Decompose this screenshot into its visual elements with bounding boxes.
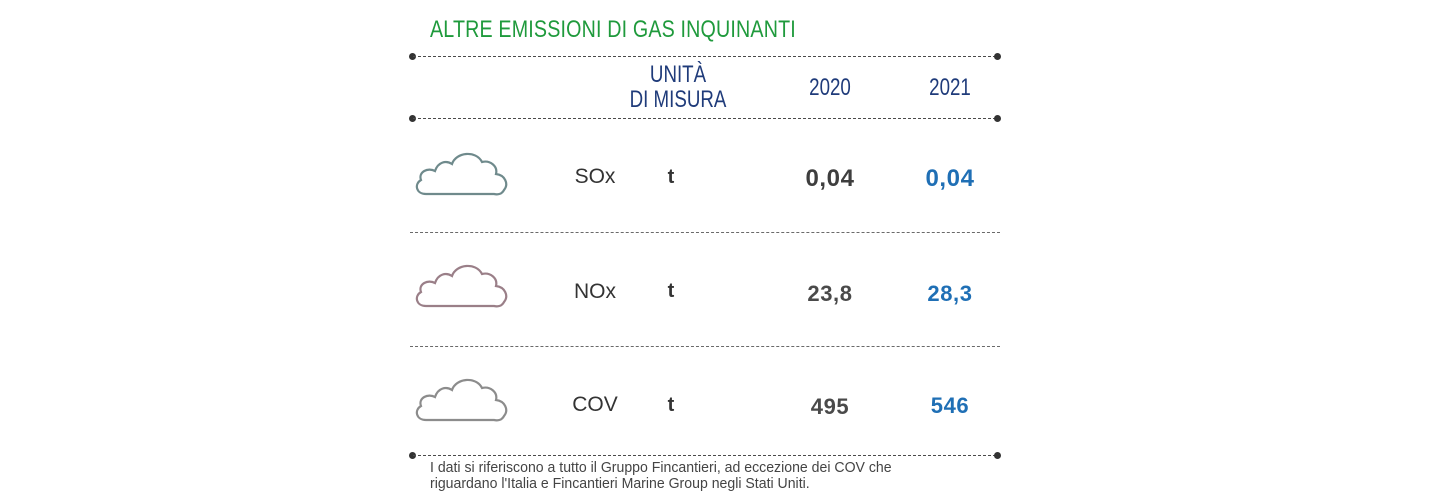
row-unit: t — [667, 394, 675, 416]
row-gas-label: SOx — [574, 165, 616, 188]
row-unit: t — [667, 280, 675, 302]
header-bottom-rule — [413, 118, 996, 119]
row-divider — [410, 232, 1000, 233]
rule-dot — [409, 115, 416, 122]
rule-dot — [409, 452, 416, 459]
column-header-2021: 2021 — [929, 74, 971, 101]
cloud-icon — [415, 378, 508, 422]
row-unit: t — [667, 166, 675, 188]
rule-dot — [994, 115, 1001, 122]
header-top-rule — [413, 56, 996, 57]
footnote: I dati si riferiscono a tutto il Gruppo … — [430, 459, 892, 492]
rule-dot — [994, 452, 1001, 459]
row-value-2021: 0,04 — [925, 165, 975, 192]
row-value-2020: 23,8 — [807, 281, 853, 306]
rule-dot — [409, 53, 416, 60]
column-header-2020: 2020 — [809, 74, 851, 101]
table-title: ALTRE EMISSIONI DI GAS INQUINANTI — [430, 16, 796, 43]
table-bottom-rule — [413, 455, 996, 456]
row-value-2020: 0,04 — [805, 165, 855, 192]
rule-dot — [994, 53, 1001, 60]
column-header-unit-line2: DI MISURA — [629, 86, 727, 113]
row-divider — [410, 346, 1000, 347]
column-header-unit: UNITÀ DI MISURA — [623, 62, 732, 112]
row-value-2021: 28,3 — [927, 281, 973, 306]
row-gas-label: COV — [572, 393, 618, 416]
cloud-icon — [415, 152, 508, 196]
column-header-unit-line1: UNITÀ — [649, 61, 707, 88]
cloud-icon — [415, 264, 508, 308]
row-value-2021: 546 — [930, 393, 970, 418]
row-value-2020: 495 — [810, 394, 850, 419]
row-gas-label: NOx — [574, 280, 616, 303]
